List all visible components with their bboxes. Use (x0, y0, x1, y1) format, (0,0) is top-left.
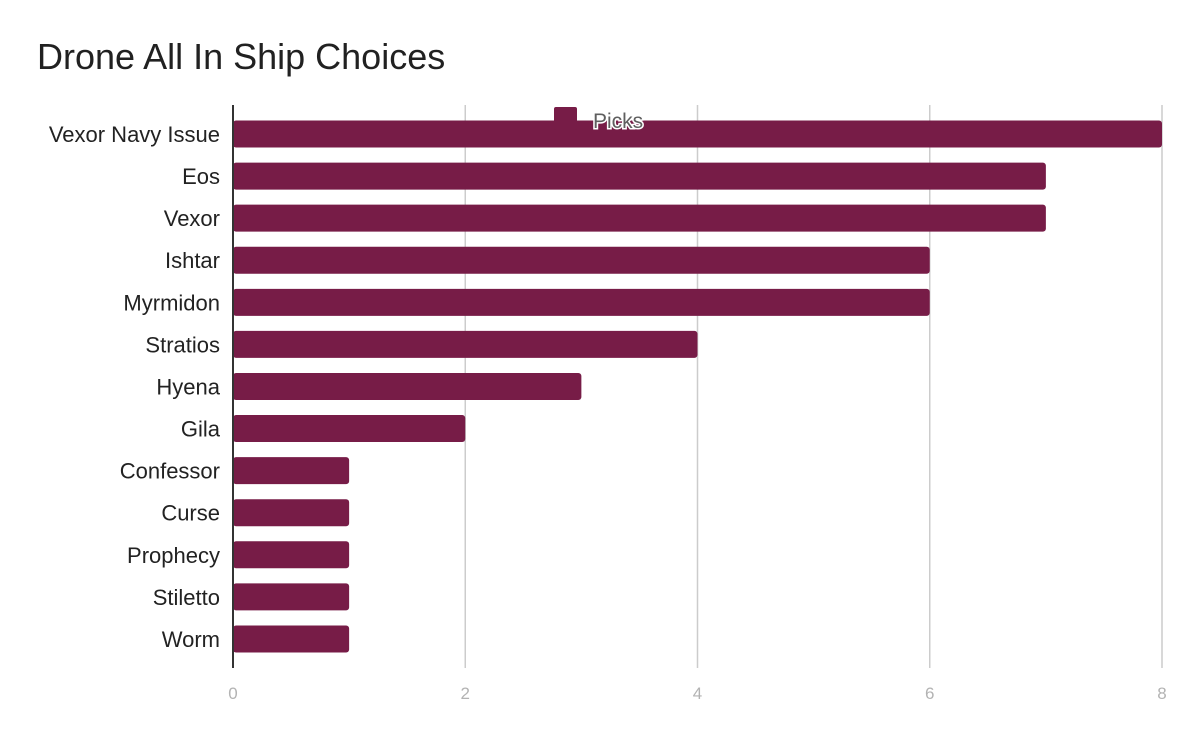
bar (233, 246, 930, 274)
bar (233, 162, 1046, 190)
legend-label-picks: Picks (593, 110, 643, 133)
x-tick-label: 8 (1157, 684, 1166, 703)
category-label: Gila (181, 417, 221, 442)
legend: Picks (554, 107, 645, 135)
category-label: Vexor Navy Issue (49, 122, 220, 147)
bar (233, 457, 350, 485)
x-tick-label: 6 (925, 684, 934, 703)
category-label: Confessor (120, 459, 220, 484)
category-label: Stratios (145, 332, 220, 357)
bar (233, 541, 350, 569)
category-label: Myrmidon (123, 290, 220, 315)
category-label: Hyena (156, 374, 220, 399)
bar (233, 415, 466, 443)
category-label: Vexor (164, 206, 220, 231)
bar (233, 499, 350, 527)
x-tick-labels: 0 2 4 6 8 (228, 684, 1166, 703)
bar (233, 625, 350, 653)
legend-swatch-picks (554, 107, 577, 130)
bar (233, 372, 582, 400)
category-label: Ishtar (165, 248, 220, 273)
category-label: Prophecy (127, 543, 220, 568)
chart-title: Drone All In Ship Choices (37, 36, 446, 77)
gridlines (464, 105, 1163, 668)
bar (233, 120, 1162, 148)
x-tick-label: 2 (461, 684, 470, 703)
bar (233, 583, 350, 611)
bars (233, 120, 1162, 653)
category-labels: Vexor Navy Issue Eos Vexor Ishtar Myrmidon St… (49, 122, 221, 652)
bar (233, 288, 930, 316)
bar (233, 204, 1046, 232)
x-tick-label: 4 (693, 684, 702, 703)
category-label: Eos (182, 164, 220, 189)
category-label: Worm (162, 627, 220, 652)
category-label: Stiletto (153, 585, 220, 610)
bar (233, 330, 698, 358)
category-label: Curse (161, 501, 220, 526)
x-tick-label: 0 (228, 684, 237, 703)
